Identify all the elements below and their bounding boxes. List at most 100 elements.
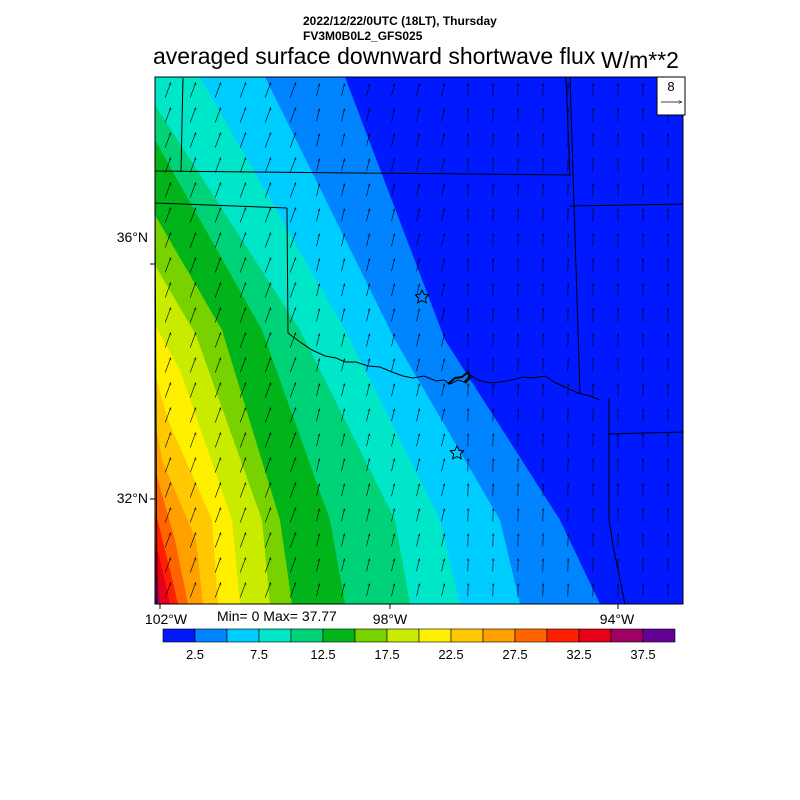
wind-vector: [441, 459, 445, 472]
wind-vector: [416, 509, 420, 522]
wind-vector: [316, 334, 320, 347]
wind-vector: [341, 484, 345, 497]
wind-vector: [214, 233, 221, 248]
wind-vector: [366, 459, 370, 472]
wind-vector: [164, 408, 171, 423]
wind-vector: [264, 333, 271, 348]
arkansas-oklahoma-border: [569, 77, 581, 394]
wind-vector: [391, 159, 395, 172]
wind-vector: [441, 559, 445, 572]
wind-vector: [264, 158, 271, 173]
wind-vector: [264, 408, 271, 423]
wind-vector: [341, 134, 345, 147]
units-label: W/m**2: [601, 47, 679, 73]
wind-vector: [441, 584, 445, 597]
wind-vector: [416, 209, 420, 222]
wind-vector: [264, 508, 271, 523]
wind-vector: [441, 534, 445, 547]
wind-vector: [214, 158, 221, 173]
wind-vector: [391, 484, 395, 497]
wind-vector: [164, 183, 171, 198]
wind-vector: [341, 359, 345, 372]
wind-vector: [289, 383, 296, 398]
wind-vector: [239, 158, 246, 173]
wind-vector: [289, 283, 296, 298]
model-label: FV3M0B0L2_GFS025: [303, 29, 423, 43]
wind-vector: [366, 184, 370, 197]
wind-vector: [264, 308, 271, 323]
wind-vector: [441, 259, 445, 272]
colorbar-swatch: [386, 628, 420, 643]
colorbar-label: 37.5: [630, 647, 655, 662]
wind-vector: [289, 183, 296, 198]
wind-vector: [416, 334, 420, 347]
wind-vector: [341, 209, 345, 222]
wind-vector: [214, 333, 221, 348]
colorbar-label: 22.5: [438, 647, 463, 662]
wind-vector: [366, 359, 370, 372]
wind-vector: [341, 534, 345, 547]
wind-vector: [264, 183, 271, 198]
min-max-stats: Min= 0 Max= 37.77: [217, 608, 337, 624]
lat-label-32n: 32°N: [117, 490, 148, 506]
wind-vector: [189, 183, 196, 198]
wind-vector: [316, 534, 320, 547]
wind-vector: [416, 309, 420, 322]
colorbar-swatch: [514, 628, 548, 643]
wind-vector: [289, 258, 296, 273]
wind-vector: [366, 209, 370, 222]
wind-vector: [214, 508, 221, 523]
reference-vector-box: 8: [656, 76, 686, 116]
wind-vector: [391, 459, 395, 472]
wind-vector: [189, 208, 196, 223]
wind-vector: [416, 184, 420, 197]
state-borders: [155, 77, 683, 604]
wind-vector: [239, 458, 246, 473]
kansas-oklahoma-border: [155, 170, 571, 176]
wind-vector: [316, 109, 320, 122]
wind-vector: [189, 83, 196, 98]
wind-vector: [164, 358, 171, 373]
oklahoma-city-marker: [414, 288, 430, 304]
wind-vector: [316, 134, 320, 147]
wind-vector: [416, 584, 420, 597]
wind-vector: [214, 208, 221, 223]
wind-vector: [239, 308, 246, 323]
red-river-loop: [447, 370, 472, 385]
wind-vector: [416, 109, 420, 122]
wind-vector: [214, 183, 221, 198]
wind-vector: [341, 159, 345, 172]
colorbar-swatch: [290, 628, 324, 643]
colorbar-swatch: [322, 628, 356, 643]
wind-vector: [366, 434, 370, 447]
wind-vector: [164, 558, 171, 573]
wind-vector: [164, 308, 171, 323]
wind-vector: [214, 533, 221, 548]
colorbar-swatch: [482, 628, 516, 643]
wind-vector: [341, 434, 345, 447]
wind-vector: [316, 234, 320, 247]
wind-vector: [239, 208, 246, 223]
wind-vector: [289, 433, 296, 448]
wind-vector: [391, 309, 395, 322]
wind-vector: [214, 433, 221, 448]
wind-vector: [264, 233, 271, 248]
colorbar-label: 2.5: [186, 647, 204, 662]
colorbar-swatch: [162, 628, 196, 643]
wind-vector: [289, 458, 296, 473]
wind-vector: [264, 358, 271, 373]
wind-vector: [214, 383, 221, 398]
wind-vector: [391, 359, 395, 372]
wind-vector: [189, 158, 196, 173]
wind-vector: [391, 334, 395, 347]
wind-vector: [264, 558, 271, 573]
wind-vector: [214, 483, 221, 498]
wind-vector: [366, 534, 370, 547]
wind-vector: [366, 484, 370, 497]
wind-vector: [239, 533, 246, 548]
wind-vector: [164, 208, 171, 223]
wind-vector: [416, 459, 420, 472]
wind-vector: [341, 334, 345, 347]
wind-vector: [289, 358, 296, 373]
wind-vector: [391, 434, 395, 447]
